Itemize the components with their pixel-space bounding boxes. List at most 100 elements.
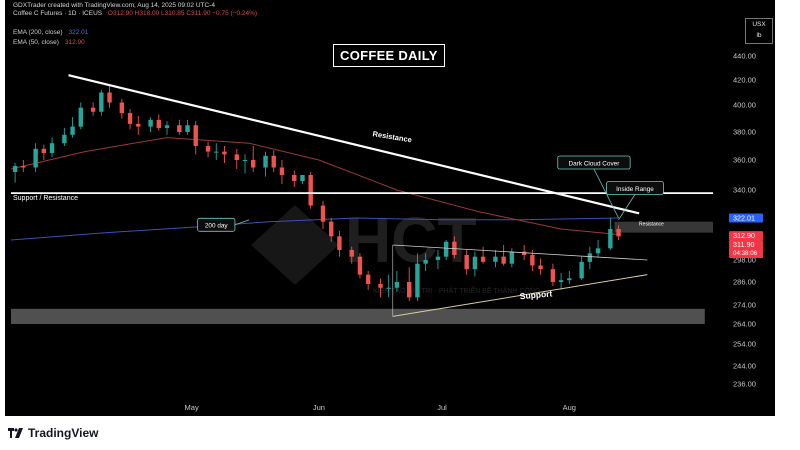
y-tick-label: 360.00 — [733, 156, 756, 165]
candle-body[interactable] — [579, 261, 584, 279]
candle-body[interactable] — [558, 280, 564, 282]
resistance-label: Resistance — [372, 129, 413, 144]
candle-body[interactable] — [608, 229, 613, 249]
candle-body[interactable] — [616, 229, 621, 237]
candle-body[interactable] — [185, 125, 190, 132]
callout-box[interactable] — [557, 155, 631, 170]
unit-label: lb — [756, 32, 762, 39]
candle-body[interactable] — [308, 175, 313, 206]
ema50-price-tag-label: 312.90 — [733, 231, 755, 240]
candle-body[interactable] — [251, 160, 256, 168]
candle-body[interactable] — [300, 175, 305, 181]
candle-body[interactable] — [49, 143, 55, 153]
candle-body[interactable] — [292, 175, 297, 181]
candle-body[interactable] — [62, 134, 67, 144]
candle-body[interactable] — [279, 167, 285, 176]
price-chart[interactable]: HCT KIẾN TẠO GIÁ TRỊ · PHÁT TRIỂN BỀ THÀN… — [5, 0, 775, 416]
candle-body[interactable] — [320, 205, 326, 222]
candle-body[interactable] — [205, 146, 211, 152]
callout-box[interactable] — [606, 181, 664, 195]
y-tick-label: 340.00 — [733, 186, 756, 195]
triangle-upper-line[interactable] — [392, 244, 648, 261]
candle-body[interactable] — [480, 256, 486, 262]
currency-unit-selector[interactable]: USX lb — [745, 18, 773, 44]
resistance-trendline[interactable] — [68, 74, 640, 215]
candle-body[interactable] — [148, 119, 153, 127]
candle-body[interactable] — [78, 107, 83, 127]
candle-body[interactable] — [386, 287, 391, 289]
callout-text: Dark Cloud Cover — [569, 160, 621, 167]
candle-body[interactable] — [357, 256, 363, 275]
currency-label: USX — [752, 21, 766, 28]
candle-body[interactable] — [595, 248, 601, 254]
candle-body[interactable] — [501, 256, 506, 264]
ema200-legend[interactable]: EMA (200, close) 322.01 — [13, 29, 88, 36]
ema50-legend[interactable]: EMA (50, close) 312.90 — [13, 39, 85, 46]
candle-body[interactable] — [214, 151, 219, 153]
price-price-tag[interactable] — [729, 240, 763, 259]
y-tick-label: 236.00 — [733, 380, 756, 389]
candle-body[interactable] — [423, 260, 428, 264]
candle-body[interactable] — [193, 125, 198, 146]
candle-body[interactable] — [337, 236, 342, 250]
candle-body[interactable] — [493, 256, 498, 262]
chart-header: GDXTrader created with TradingView.com, … — [13, 2, 257, 17]
candle-body[interactable] — [464, 255, 469, 270]
candle-body[interactable] — [177, 125, 182, 132]
candle-body[interactable] — [107, 92, 112, 103]
candle-body[interactable] — [394, 282, 400, 288]
candle-body[interactable] — [407, 282, 412, 298]
candle-body[interactable] — [365, 274, 371, 284]
x-tick-label: May — [185, 403, 199, 412]
candle-body[interactable] — [234, 154, 239, 160]
candle-body[interactable] — [90, 107, 96, 112]
ema50-legend-value: 312.90 — [64, 39, 85, 46]
chart-panel[interactable]: HCT KIẾN TẠO GIÁ TRỊ · PHÁT TRIỂN BỀ THÀN… — [5, 0, 775, 416]
candle-body[interactable] — [12, 166, 18, 172]
symbol-name[interactable]: Coffee C Futures · 1D · ICEUS — [13, 10, 103, 17]
candle-body[interactable] — [530, 255, 535, 266]
candle-body[interactable] — [587, 253, 593, 262]
chart-title: COFFEE DAILY — [333, 44, 445, 67]
candle-body[interactable] — [521, 251, 527, 255]
candle-body[interactable] — [222, 151, 227, 155]
ema200-line[interactable] — [10, 217, 619, 241]
candle-body[interactable] — [509, 251, 515, 264]
candle-body[interactable] — [472, 256, 478, 270]
candle-body[interactable] — [156, 119, 161, 128]
candle-body[interactable] — [99, 92, 104, 112]
y-tick-label: 264.00 — [733, 320, 756, 329]
ohlc-values: O312.90 H318.00 L310.85 C311.90 −0.75 (−… — [107, 10, 258, 17]
candle-body[interactable] — [378, 283, 383, 288]
candle-body[interactable] — [263, 155, 268, 168]
resistance-zone — [614, 221, 713, 233]
ema50-line[interactable] — [10, 137, 619, 235]
candle-body[interactable] — [164, 125, 170, 128]
candle-body[interactable] — [33, 148, 38, 168]
candle-body[interactable] — [415, 263, 420, 298]
callout-box[interactable] — [197, 217, 236, 232]
candle-body[interactable] — [136, 123, 141, 127]
candle-body[interactable] — [550, 269, 556, 282]
candle-body[interactable] — [119, 102, 125, 114]
candle-body[interactable] — [329, 221, 334, 237]
price-countdown-label: 04:38:06 — [733, 250, 758, 257]
candle-body[interactable] — [538, 265, 543, 270]
candle-body[interactable] — [349, 250, 354, 257]
tradingview-brand[interactable]: TradingView — [8, 426, 98, 441]
support-trendline[interactable] — [392, 274, 648, 317]
candle-body[interactable] — [70, 126, 75, 135]
y-tick-label: 286.00 — [733, 278, 756, 287]
candle-body[interactable] — [242, 160, 248, 161]
callout-pointer — [593, 168, 619, 219]
ema50-price-tag[interactable] — [729, 231, 763, 241]
candle-body[interactable] — [41, 148, 47, 153]
candle-body[interactable] — [127, 113, 133, 124]
candle-body[interactable] — [435, 256, 441, 260]
ema200-price-tag[interactable] — [729, 213, 763, 223]
callout-text: Inside Range — [616, 186, 654, 193]
candle-body[interactable] — [21, 166, 26, 168]
candle-body[interactable] — [567, 278, 572, 281]
candle-body[interactable] — [271, 155, 276, 168]
candle-body[interactable] — [443, 241, 449, 257]
